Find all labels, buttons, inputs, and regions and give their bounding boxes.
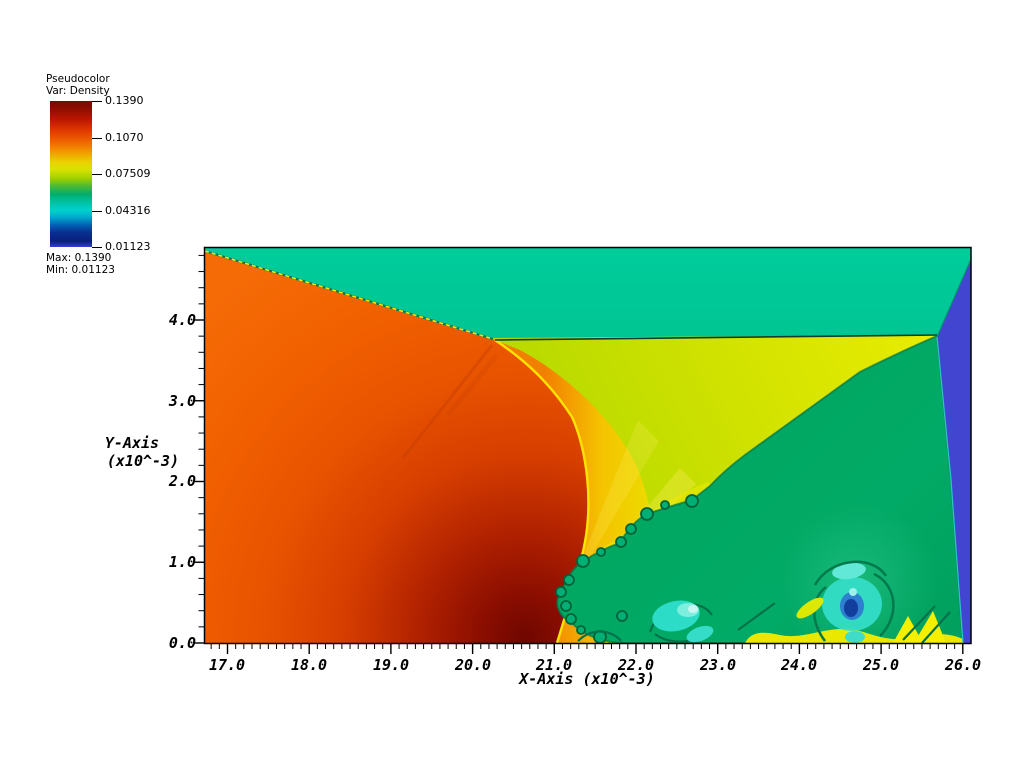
legend-variable: Var: Density — [46, 85, 110, 97]
x-tick-label: 22.0 — [617, 656, 655, 674]
region-post-shock-orange — [205, 251, 589, 643]
x-tick-label: 24.0 — [780, 656, 818, 674]
legend-min: Min: 0.01123 — [46, 264, 115, 276]
x-tick-label: 18.0 — [290, 656, 328, 674]
legend-title: Pseudocolor — [46, 73, 110, 85]
yellow-streak — [915, 611, 946, 643]
x-axis-title: X-Axis (x10^-3) — [519, 670, 655, 688]
horizontal-shock-line — [494, 334, 938, 341]
y-tick-label: 1.0 — [168, 553, 196, 571]
x-tick-label: 23.0 — [699, 656, 737, 674]
kh-rollup-chain — [555, 494, 699, 643]
colorbar-tick — [92, 137, 102, 139]
x-tick-label: 20.0 — [454, 656, 492, 674]
strip-cyan-edge — [936, 336, 964, 643]
incident-shock-dashes — [205, 250, 494, 340]
bottom-swirl-lines — [577, 602, 951, 643]
colorbar-tick — [92, 210, 102, 212]
y-axis-title-line2: (x10^-3) — [106, 452, 180, 470]
yellow-streak — [893, 616, 923, 643]
colorbar-tick-label: 0.01123 — [105, 240, 151, 253]
y-tick-label: 0.0 — [168, 634, 196, 652]
colorbar-tick-label: 0.1070 — [105, 130, 144, 144]
colorbar-tick-label: 0.07509 — [105, 167, 151, 180]
y-axis-title-line1: Y-Axis — [104, 434, 160, 452]
colorbar-tick — [92, 101, 102, 102]
x-tick-label: 17.0 — [208, 656, 246, 674]
colorbar-tick — [92, 174, 102, 175]
strip-teal-edge — [936, 258, 971, 338]
pseudocolor-legend: Pseudocolor Var: Density 0.1390 0.1070 0… — [46, 73, 151, 276]
legend-max: Max: 0.1390 — [46, 252, 112, 264]
reflected-band — [446, 353, 499, 417]
region-low-density-strip — [937, 260, 971, 643]
y-tick-label: 3.0 — [168, 392, 196, 410]
colorbar — [50, 101, 92, 247]
colorbar-tick — [92, 247, 102, 248]
x-tick-label: 25.0 — [862, 656, 900, 674]
x-axis-ticks — [210, 644, 964, 654]
x-tick-label: 21.0 — [535, 656, 573, 674]
colorbar-tick-label: 0.1390 — [105, 94, 144, 107]
main-vortex — [686, 560, 895, 643]
reflected-band — [401, 344, 494, 459]
y-axis-ticks — [194, 254, 204, 644]
y-tick-label: 4.0 — [168, 311, 196, 329]
x-tick-label: 19.0 — [372, 656, 410, 674]
x-tick-label: 26.0 — [944, 656, 982, 674]
y-tick-label: 2.0 — [168, 472, 196, 490]
fan-ray — [566, 420, 659, 598]
colorbar-tick-label: 0.04316 — [105, 203, 151, 217]
cyan-swirl-left — [652, 600, 700, 632]
plot-border — [203, 246, 972, 645]
